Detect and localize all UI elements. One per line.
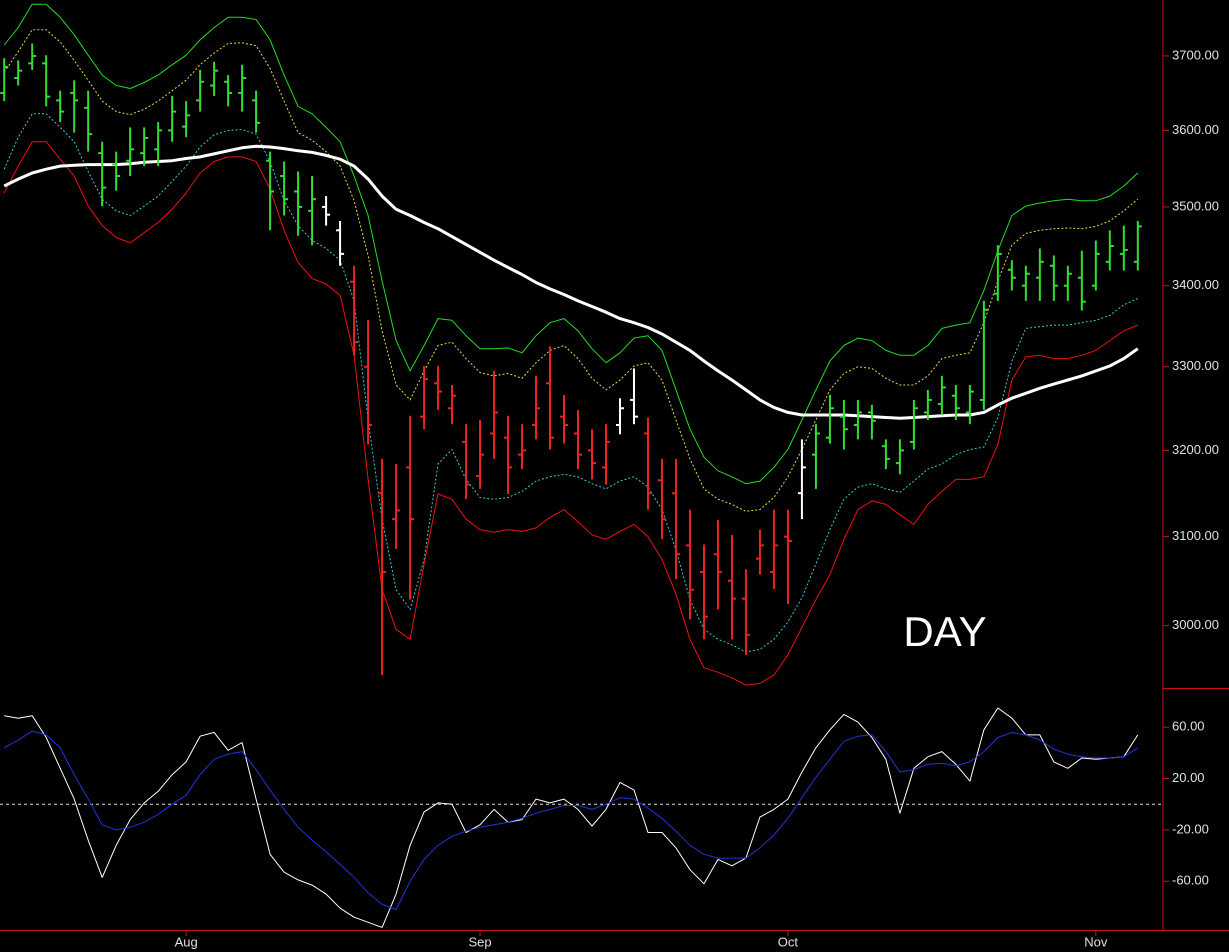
y-tick-label: 3300.00 (1172, 358, 1219, 373)
y-tick-label: 3500.00 (1172, 198, 1219, 213)
y-tick-label: 3600.00 (1172, 122, 1219, 137)
series-line (3, 141, 1138, 686)
series-line (3, 730, 1139, 910)
x-tick-label: Aug (175, 934, 198, 949)
series-line (4, 707, 1139, 928)
y-tick-label: -20.00 (1172, 821, 1209, 836)
x-tick-label: Nov (1084, 934, 1108, 949)
y-tick-label: 3100.00 (1172, 528, 1219, 543)
y-tick-label: 3700.00 (1172, 47, 1219, 62)
x-tick-label: Sep (468, 934, 491, 949)
x-tick-label: Oct (778, 934, 799, 949)
series-line (3, 144, 1139, 420)
y-tick-label: 3400.00 (1172, 277, 1219, 292)
y-tick-label: 3000.00 (1172, 617, 1219, 632)
annotation: DAY (903, 608, 986, 655)
y-tick-label: 20.00 (1172, 770, 1205, 785)
y-tick-label: 3200.00 (1172, 442, 1219, 457)
y-tick-label: -60.00 (1172, 873, 1209, 888)
series-line (3, 3, 1139, 485)
y-tick-label: 60.00 (1172, 719, 1205, 734)
series-line (3, 29, 1139, 512)
series-line (3, 113, 1139, 653)
